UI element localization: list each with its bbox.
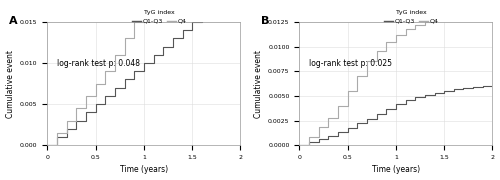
Q1-Q3 xyxy=(180,29,186,31)
Q4 xyxy=(460,17,466,19)
Q4 xyxy=(402,28,408,30)
Q1-Q3 xyxy=(92,103,98,105)
Q4 xyxy=(122,37,128,39)
Q1-Q3 xyxy=(451,88,457,90)
Q1-Q3 xyxy=(316,138,322,140)
Y-axis label: Cumulative event: Cumulative event xyxy=(6,50,15,118)
Q1-Q3 xyxy=(306,141,312,143)
Q4 xyxy=(383,40,389,43)
Q4 xyxy=(44,144,51,146)
Q4 xyxy=(364,60,370,62)
Q1-Q3 xyxy=(480,85,486,87)
Q4 xyxy=(326,116,332,119)
Q1-Q3 xyxy=(150,54,156,56)
Q1-Q3 xyxy=(74,119,80,122)
X-axis label: Time (years): Time (years) xyxy=(120,165,168,174)
Q4 xyxy=(335,105,341,107)
Q4 xyxy=(344,90,350,92)
Q1-Q3 xyxy=(112,87,118,89)
Q4 xyxy=(74,107,80,109)
Q1-Q3 xyxy=(189,21,195,23)
Q1-Q3 xyxy=(412,96,418,98)
Q1-Q3 xyxy=(326,135,332,137)
Line: Q4: Q4 xyxy=(48,0,240,145)
Q1-Q3 xyxy=(364,117,370,120)
Q1-Q3 xyxy=(208,0,214,2)
X-axis label: Time (years): Time (years) xyxy=(372,165,420,174)
Q1-Q3 xyxy=(344,127,350,129)
Q1-Q3 xyxy=(490,85,496,87)
Q1-Q3 xyxy=(199,13,205,15)
Q1-Q3 xyxy=(83,111,89,113)
Q1-Q3 xyxy=(432,92,438,94)
Q4 xyxy=(64,119,70,122)
Q4 xyxy=(393,34,399,36)
Q4 xyxy=(451,18,457,20)
Q4 xyxy=(480,17,486,19)
Text: A: A xyxy=(8,16,18,26)
Q1-Q3 xyxy=(102,95,108,97)
Q4 xyxy=(54,132,60,134)
Q4 xyxy=(441,18,447,20)
Q1-Q3 xyxy=(64,128,70,130)
Q1-Q3 xyxy=(131,70,137,72)
Q1-Q3 xyxy=(422,94,428,96)
Q1-Q3 xyxy=(296,144,302,146)
Legend: Q1-Q3, Q4: Q1-Q3, Q4 xyxy=(130,8,190,26)
Q4 xyxy=(112,54,118,56)
Q4 xyxy=(374,50,380,53)
Q4 xyxy=(83,95,89,97)
Line: Q1-Q3: Q1-Q3 xyxy=(300,86,492,145)
Text: log-rank test p: 0.025: log-rank test p: 0.025 xyxy=(309,59,392,68)
Q4 xyxy=(422,21,428,23)
Text: log-rank test p: 0.048: log-rank test p: 0.048 xyxy=(57,59,140,68)
Q1-Q3 xyxy=(383,108,389,110)
Q4 xyxy=(470,17,476,19)
Line: Q1-Q3: Q1-Q3 xyxy=(48,0,240,145)
Y-axis label: Cumulative event: Cumulative event xyxy=(254,50,262,118)
Q4 xyxy=(490,17,496,19)
Q4 xyxy=(296,144,302,146)
Line: Q4: Q4 xyxy=(300,18,492,145)
Q1-Q3 xyxy=(141,62,147,64)
Q1-Q3 xyxy=(170,37,176,39)
Q1-Q3 xyxy=(122,78,128,80)
Q4 xyxy=(316,126,322,129)
Q1-Q3 xyxy=(393,103,399,105)
Q1-Q3 xyxy=(470,86,476,88)
Q1-Q3 xyxy=(44,144,51,146)
Q4 xyxy=(92,82,98,85)
Q4 xyxy=(354,75,360,77)
Q1-Q3 xyxy=(460,87,466,89)
Q1-Q3 xyxy=(54,136,60,138)
Q4 xyxy=(412,24,418,26)
Q1-Q3 xyxy=(335,131,341,133)
Q1-Q3 xyxy=(441,90,447,92)
Q1-Q3 xyxy=(402,99,408,101)
Legend: Q1-Q3, Q4: Q1-Q3, Q4 xyxy=(382,8,442,26)
Text: B: B xyxy=(260,16,269,26)
Q4 xyxy=(131,21,137,23)
Q4 xyxy=(432,19,438,21)
Q4 xyxy=(306,136,312,138)
Q4 xyxy=(102,70,108,72)
Q1-Q3 xyxy=(160,45,166,48)
Q1-Q3 xyxy=(374,112,380,115)
Q1-Q3 xyxy=(354,122,360,125)
